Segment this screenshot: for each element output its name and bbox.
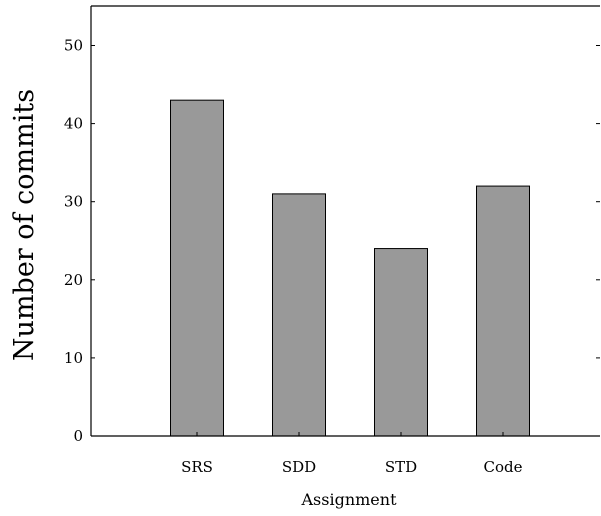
y-tick-label: 10 (64, 349, 83, 367)
y-tick-label: 40 (64, 115, 83, 133)
plot-frame (90, 5, 600, 437)
y-tick-label: 20 (64, 271, 83, 289)
x-tick-label-sdd: SDD (282, 458, 316, 476)
bar-sdd (272, 193, 326, 437)
bar-code (476, 185, 530, 437)
y-tick-label: 50 (64, 37, 83, 55)
x-tick-label-std: STD (385, 458, 417, 476)
x-axis-ticks: SRS SDD STD Code (181, 432, 523, 476)
bar-std (374, 248, 428, 437)
x-tick-label-code: Code (484, 458, 523, 476)
x-tick-label-srs: SRS (181, 458, 213, 476)
bar-srs (170, 99, 224, 437)
bars (170, 99, 530, 437)
y-tick-label: 0 (73, 427, 83, 445)
y-axis-label: Number of commits (9, 89, 40, 361)
y-tick-label: 30 (64, 193, 83, 211)
y-axis-ticks: 0 10 20 30 40 50 (64, 37, 600, 445)
x-axis-label: Assignment (300, 490, 397, 509)
